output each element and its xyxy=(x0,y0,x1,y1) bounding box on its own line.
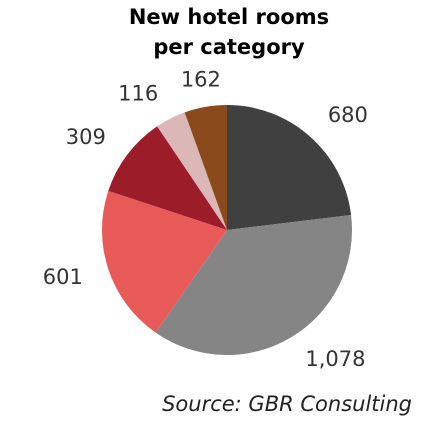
data-label: 680 xyxy=(328,103,368,127)
data-label: 601 xyxy=(43,265,83,289)
data-label: 116 xyxy=(118,81,158,105)
pie-slice xyxy=(157,112,227,230)
pie-slice xyxy=(155,214,352,355)
data-label: 162 xyxy=(181,67,221,91)
source-note: Source: GBR Consulting xyxy=(162,392,412,416)
data-label: 309 xyxy=(66,125,106,149)
data-label: 1,078 xyxy=(305,347,365,371)
chart-title: New hotel rooms per category xyxy=(128,5,330,59)
pie-slice xyxy=(227,105,352,230)
pie-slice xyxy=(101,190,227,333)
pie-slice xyxy=(184,105,227,230)
pie-slice xyxy=(108,126,227,230)
